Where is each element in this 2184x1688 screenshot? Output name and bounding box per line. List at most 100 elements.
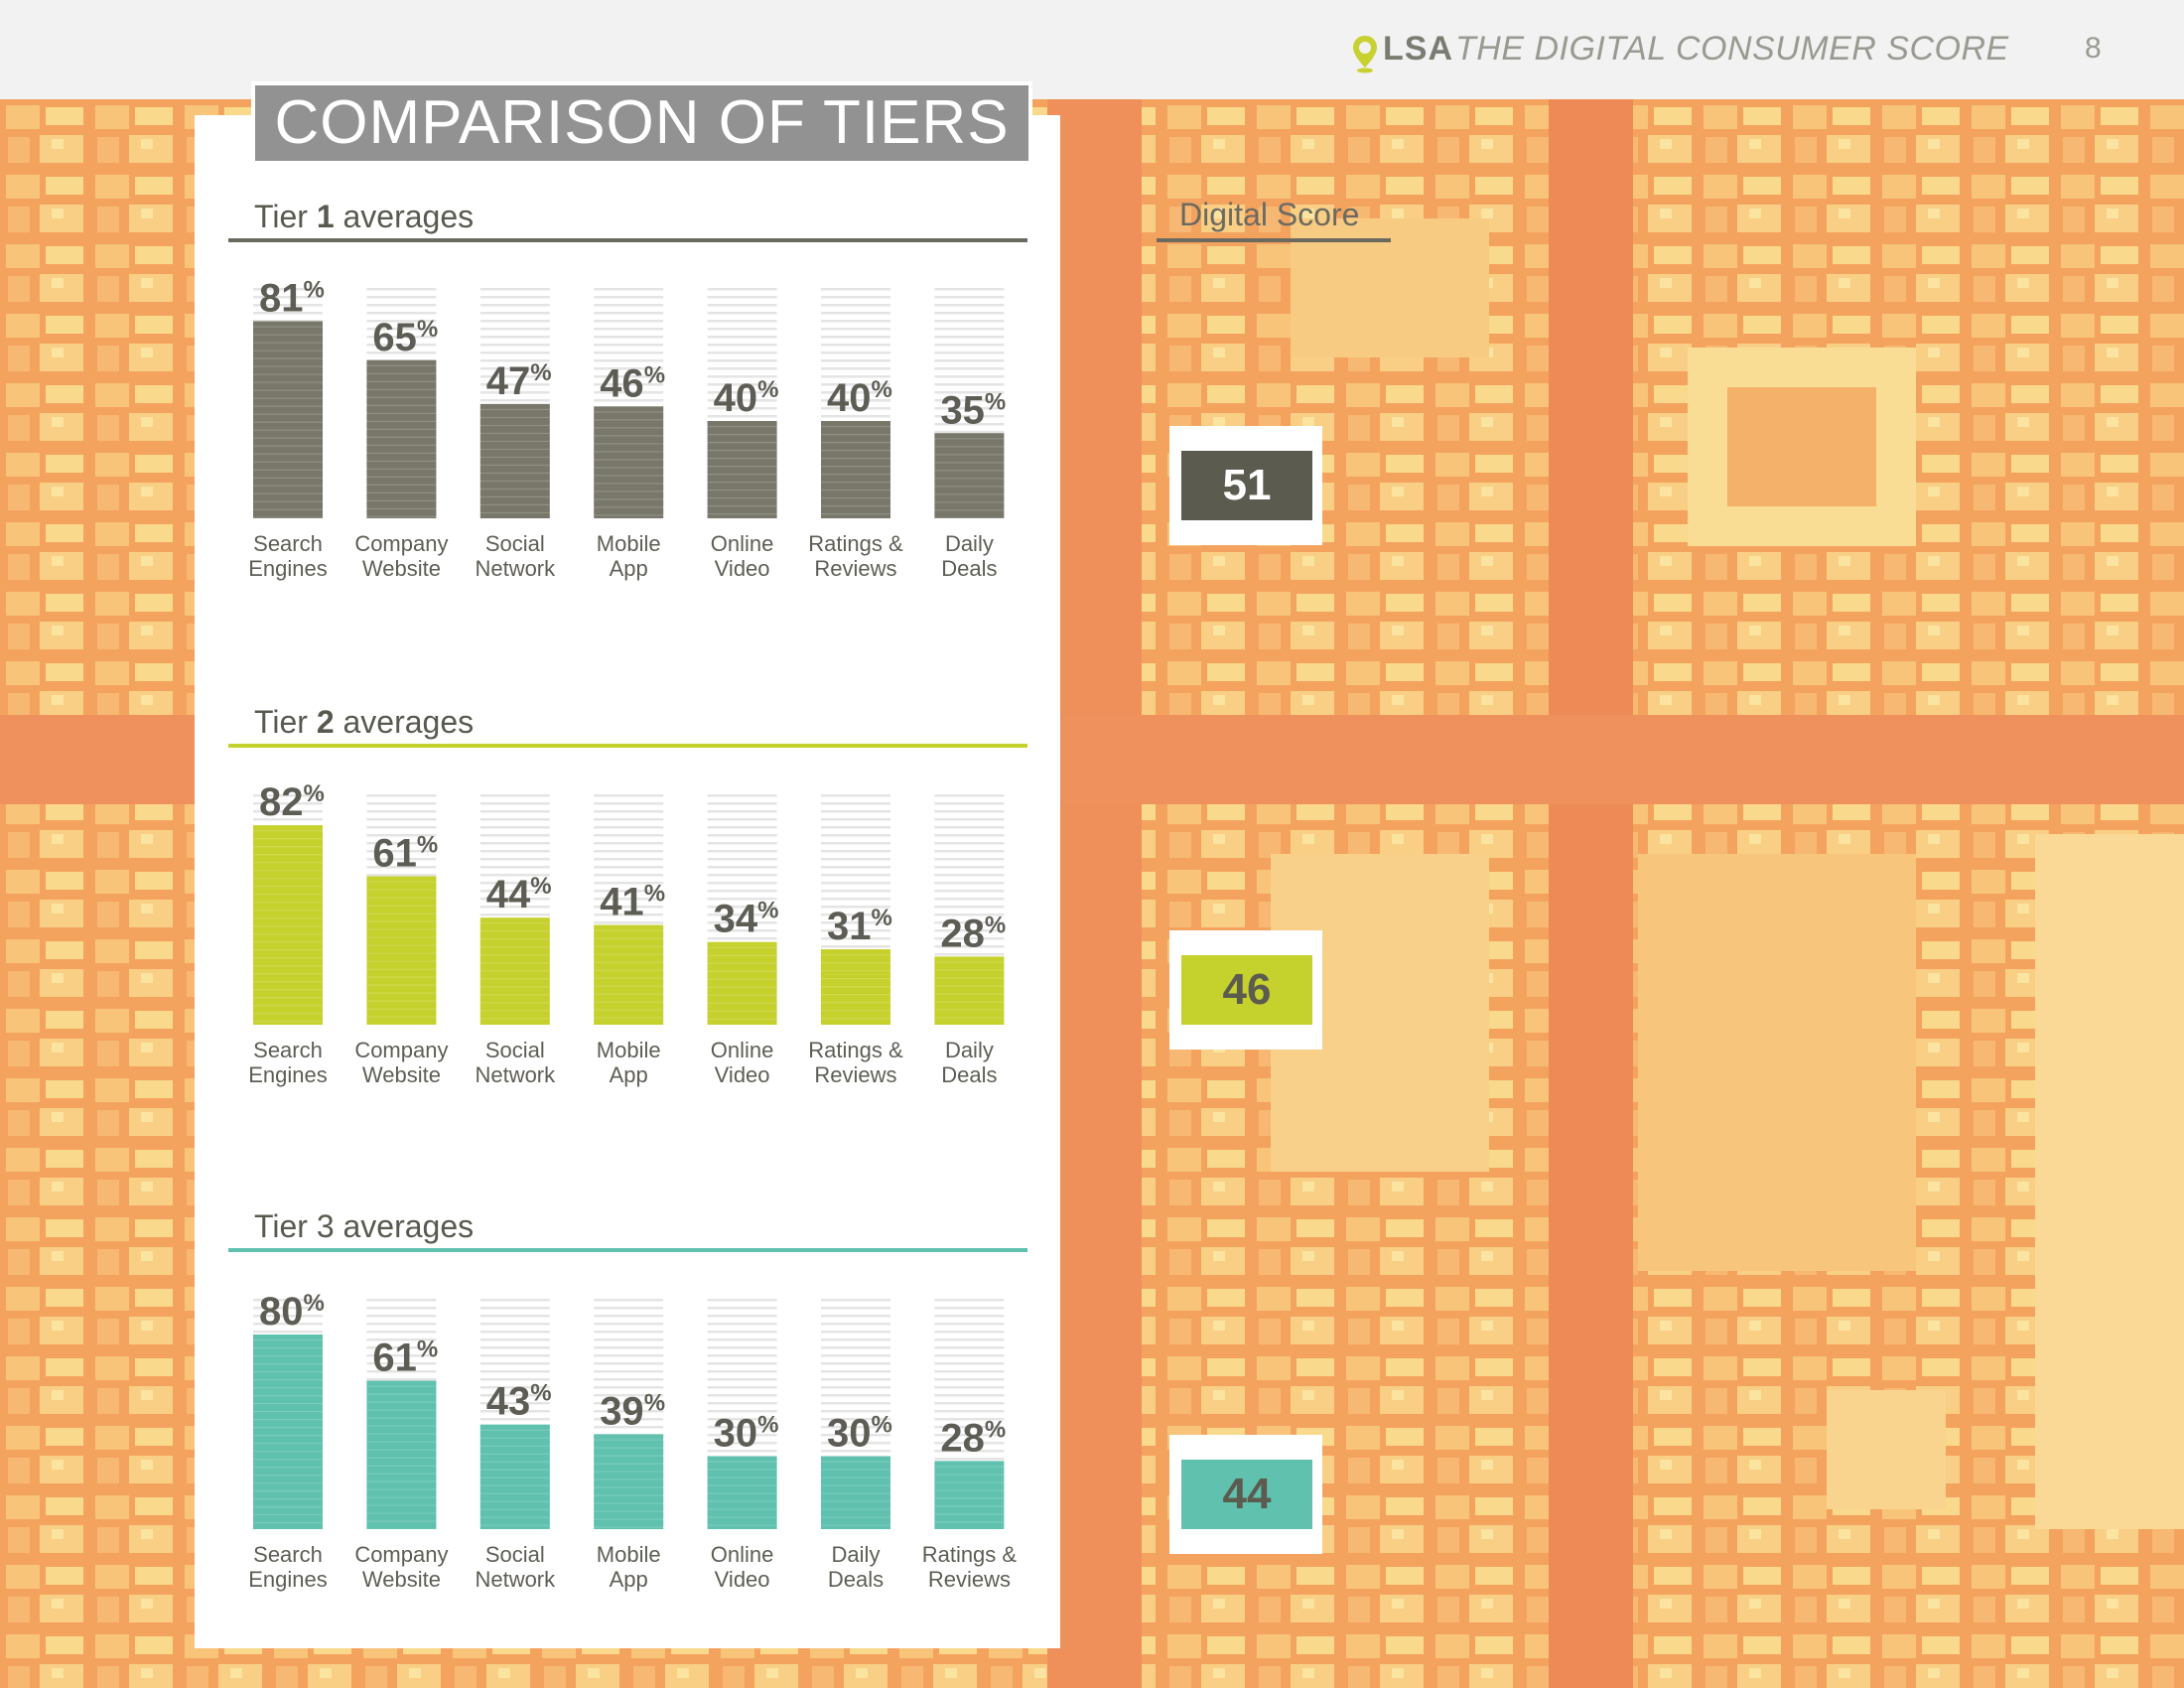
- bar: [707, 1456, 777, 1529]
- digital-score-rule: [1157, 238, 1391, 242]
- data-label: 46%: [600, 361, 665, 405]
- bar-stripes: [594, 411, 664, 516]
- bar-stripes: [707, 426, 777, 515]
- category-label: Online Video: [711, 1542, 774, 1592]
- digital-score-label: Digital Score: [1179, 197, 1360, 232]
- category-label: Search Engines: [248, 1038, 328, 1087]
- data-label: 28%: [940, 912, 1006, 955]
- category-label: Social Network: [475, 1038, 556, 1087]
- bar-stripes: [253, 326, 323, 518]
- data-label: 47%: [486, 359, 552, 403]
- data-label: 35%: [940, 388, 1006, 432]
- bar-stripes: [707, 1461, 777, 1526]
- tier-3-rule: [228, 1248, 1027, 1252]
- data-label: 30%: [827, 1412, 892, 1456]
- category-label: Company Website: [354, 531, 448, 581]
- data-label: 80%: [259, 1290, 325, 1334]
- bar-stripes: [479, 1429, 550, 1526]
- data-label: 31%: [827, 905, 892, 948]
- bar: [707, 941, 777, 1025]
- data-label: 34%: [714, 898, 779, 941]
- category-label: Social Network: [475, 1542, 556, 1592]
- bar: [934, 1461, 1005, 1529]
- bar: [594, 1434, 664, 1529]
- page-number: 8: [2085, 32, 2102, 65]
- bar-stripes: [366, 881, 437, 1026]
- bar: [366, 359, 437, 518]
- category-label: Search Engines: [248, 531, 328, 581]
- bar-stripes: [479, 922, 550, 1020]
- category-label: Search Engines: [248, 1542, 328, 1592]
- map-pin-icon: [1353, 36, 1377, 73]
- logo: LSA: [1383, 30, 1453, 68]
- bar: [934, 956, 1005, 1025]
- category-label: Company Website: [354, 1038, 448, 1087]
- bar-stripes: [366, 364, 437, 517]
- bar: [934, 433, 1005, 518]
- data-label: 40%: [714, 376, 779, 420]
- bar: [479, 1424, 550, 1529]
- page-title: COMPARISON OF TIERS: [255, 85, 1028, 161]
- bar-stripes: [934, 438, 1005, 519]
- tier-1-rule: [228, 238, 1027, 242]
- bar: [821, 1456, 890, 1529]
- bar-stripes: [934, 961, 1005, 1019]
- bar: [821, 949, 890, 1025]
- tier-2-bar-chart: 82% Search Engines 61% Company Website 44% Soci…: [248, 780, 1006, 1087]
- bar-stripes: [821, 426, 890, 515]
- data-label: 61%: [372, 1336, 438, 1380]
- category-label: Mobile App: [597, 531, 661, 581]
- tier-1-heading: Tier 1 averages: [254, 199, 475, 234]
- category-label: Social Network: [475, 531, 556, 581]
- bar-stripes: [253, 830, 323, 1023]
- bar-stripes: [479, 408, 550, 514]
- data-label: 41%: [600, 881, 665, 924]
- category-label: Daily Deals: [941, 531, 997, 581]
- category-label: Ratings & Reviews: [922, 1542, 1018, 1592]
- bar: [594, 406, 664, 518]
- bar: [479, 917, 550, 1025]
- bar-stripes: [934, 1466, 1005, 1523]
- tier-3-score: 44: [1181, 1460, 1312, 1529]
- category-label: Online Video: [711, 1038, 774, 1087]
- category-label: Daily Deals: [828, 1542, 884, 1592]
- bar-stripes: [707, 946, 777, 1020]
- category-label: Company Website: [354, 1542, 448, 1592]
- data-label: 39%: [600, 1389, 665, 1433]
- bar-stripes: [594, 929, 664, 1019]
- category-label: Ratings & Reviews: [808, 531, 903, 581]
- bar-stripes: [821, 954, 890, 1020]
- data-label: 28%: [940, 1416, 1006, 1460]
- category-label: Mobile App: [597, 1038, 661, 1087]
- bar-stripes: [253, 1339, 323, 1524]
- tier-3-heading: Tier 3 averages: [254, 1208, 475, 1244]
- bar: [366, 1380, 437, 1529]
- category-label: Daily Deals: [941, 1038, 997, 1087]
- tier-2-rule: [228, 744, 1027, 748]
- bar: [253, 321, 323, 518]
- report-title: THE DIGITAL CONSUMER SCORE: [1455, 30, 2009, 68]
- bar: [821, 421, 890, 518]
- tier-1-score: 51: [1181, 451, 1312, 520]
- bar-stripes: [366, 1385, 437, 1530]
- tier-3-bar-chart: 80% Search Engines 61% Company Website 43% Soci…: [248, 1290, 1018, 1592]
- bar: [479, 403, 550, 518]
- data-label: 40%: [827, 376, 892, 420]
- bar: [707, 421, 777, 518]
- bar-stripes: [821, 1461, 890, 1526]
- data-label: 61%: [372, 832, 438, 876]
- bar: [366, 876, 437, 1025]
- data-label: 43%: [486, 1380, 552, 1424]
- bar-track: [707, 1299, 777, 1524]
- bar: [253, 1335, 323, 1529]
- data-label: 44%: [486, 873, 552, 916]
- category-label: Ratings & Reviews: [808, 1038, 903, 1087]
- tier-2-heading: Tier 2 averages: [254, 704, 475, 740]
- data-label: 30%: [714, 1412, 779, 1456]
- data-label: 65%: [372, 316, 438, 359]
- bar: [253, 825, 323, 1025]
- bar-stripes: [594, 1439, 664, 1528]
- data-label: 82%: [259, 780, 325, 824]
- category-label: Online Video: [711, 531, 774, 581]
